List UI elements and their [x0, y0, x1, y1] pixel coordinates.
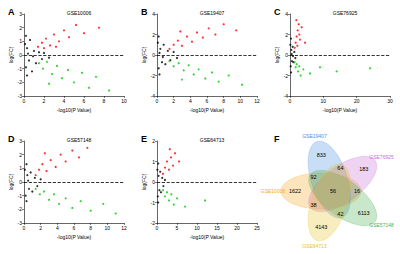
svg-text:-3: -3 — [18, 220, 23, 226]
svg-text:1622: 1622 — [289, 188, 301, 194]
svg-text:GSE64713: GSE64713 — [302, 243, 327, 249]
svg-text:log(FC): log(FC) — [274, 46, 280, 63]
svg-text:4143: 4143 — [315, 224, 327, 230]
svg-text:-log10(P Value): -log10(P Value) — [190, 234, 225, 240]
svg-text:-3: -3 — [18, 93, 23, 99]
svg-text:6113: 6113 — [358, 210, 370, 216]
svg-text:C: C — [274, 7, 281, 17]
svg-text:3: 3 — [19, 138, 22, 144]
svg-text:0: 0 — [19, 179, 22, 185]
svg-text:-4: -4 — [284, 93, 289, 99]
svg-text:log(FC): log(FC) — [141, 173, 147, 190]
svg-text:0: 0 — [289, 98, 292, 104]
svg-text:-1: -1 — [18, 193, 23, 199]
svg-text:10: 10 — [194, 225, 200, 231]
svg-text:4: 4 — [56, 225, 59, 231]
svg-text:0: 0 — [19, 52, 22, 58]
svg-text:GSE10006: GSE10006 — [261, 188, 286, 194]
svg-text:E: E — [141, 134, 147, 144]
svg-text:3: 3 — [19, 11, 22, 17]
svg-text:4: 4 — [189, 98, 192, 104]
svg-text:64: 64 — [337, 165, 343, 171]
svg-text:-log10(P Value): -log10(P Value) — [190, 107, 225, 113]
svg-text:D: D — [8, 134, 15, 144]
svg-text:0: 0 — [152, 179, 155, 185]
svg-text:20: 20 — [354, 98, 360, 104]
svg-text:-2: -2 — [18, 79, 23, 85]
svg-text:56: 56 — [330, 188, 336, 194]
svg-text:2: 2 — [19, 152, 22, 158]
svg-text:GSE76925: GSE76925 — [333, 10, 358, 16]
svg-text:0: 0 — [156, 225, 159, 231]
svg-text:log(FC): log(FC) — [141, 46, 147, 63]
svg-text:0: 0 — [152, 52, 155, 58]
svg-text:1: 1 — [19, 165, 22, 171]
svg-text:GSE19407: GSE19407 — [200, 10, 225, 16]
svg-text:10: 10 — [238, 98, 244, 104]
svg-text:15: 15 — [214, 225, 220, 231]
svg-text:6: 6 — [206, 98, 209, 104]
svg-text:6: 6 — [83, 98, 86, 104]
svg-text:2: 2 — [39, 225, 42, 231]
svg-text:B: B — [141, 7, 148, 17]
svg-text:4: 4 — [152, 11, 155, 17]
svg-text:2: 2 — [152, 32, 155, 38]
svg-text:183: 183 — [359, 166, 368, 172]
svg-text:1: 1 — [152, 159, 155, 165]
svg-text:833: 833 — [317, 152, 326, 158]
svg-text:10: 10 — [321, 98, 327, 104]
svg-text:8: 8 — [89, 225, 92, 231]
svg-text:16: 16 — [354, 188, 360, 194]
svg-text:-2: -2 — [151, 220, 156, 226]
svg-text:2: 2 — [152, 138, 155, 144]
svg-text:GSE19407: GSE19407 — [302, 133, 327, 139]
svg-text:20: 20 — [234, 225, 240, 231]
svg-text:0: 0 — [23, 98, 26, 104]
svg-text:-2: -2 — [18, 206, 23, 212]
svg-text:-log10(P Value): -log10(P Value) — [57, 234, 92, 240]
svg-text:-log10(P Value): -log10(P Value) — [323, 107, 358, 113]
svg-text:-1: -1 — [151, 200, 156, 206]
svg-text:12: 12 — [121, 225, 127, 231]
svg-text:8: 8 — [222, 98, 225, 104]
svg-text:GSE57148: GSE57148 — [67, 137, 92, 143]
svg-text:-2: -2 — [151, 73, 156, 79]
svg-text:-2: -2 — [284, 73, 289, 79]
svg-text:5: 5 — [176, 225, 179, 231]
svg-text:0: 0 — [23, 225, 26, 231]
svg-text:0: 0 — [156, 98, 159, 104]
svg-text:log(FC): log(FC) — [8, 173, 14, 190]
svg-text:38: 38 — [311, 202, 317, 208]
svg-text:4: 4 — [63, 98, 66, 104]
svg-text:2: 2 — [43, 98, 46, 104]
svg-text:6: 6 — [73, 225, 76, 231]
svg-text:2: 2 — [172, 98, 175, 104]
svg-text:GSE64713: GSE64713 — [200, 137, 225, 143]
svg-text:12: 12 — [254, 98, 260, 104]
svg-text:10: 10 — [121, 98, 127, 104]
svg-text:-4: -4 — [151, 93, 156, 99]
svg-text:F: F — [274, 134, 280, 144]
svg-text:4: 4 — [285, 11, 288, 17]
svg-text:-log10(P Value): -log10(P Value) — [57, 107, 92, 113]
svg-text:GSE10006: GSE10006 — [67, 10, 92, 16]
svg-text:1: 1 — [19, 38, 22, 44]
svg-text:8: 8 — [103, 98, 106, 104]
svg-text:A: A — [8, 7, 15, 17]
svg-text:GSE76925: GSE76925 — [369, 154, 394, 160]
svg-text:0: 0 — [285, 52, 288, 58]
svg-text:2: 2 — [285, 32, 288, 38]
svg-text:2: 2 — [19, 25, 22, 31]
svg-text:92: 92 — [311, 174, 317, 180]
svg-text:10: 10 — [105, 225, 111, 231]
svg-text:-1: -1 — [18, 66, 23, 72]
svg-text:42: 42 — [337, 211, 343, 217]
svg-text:log(FC): log(FC) — [8, 46, 14, 63]
svg-text:25: 25 — [254, 225, 260, 231]
svg-text:GSE57148: GSE57148 — [369, 222, 394, 228]
svg-text:30: 30 — [387, 98, 393, 104]
